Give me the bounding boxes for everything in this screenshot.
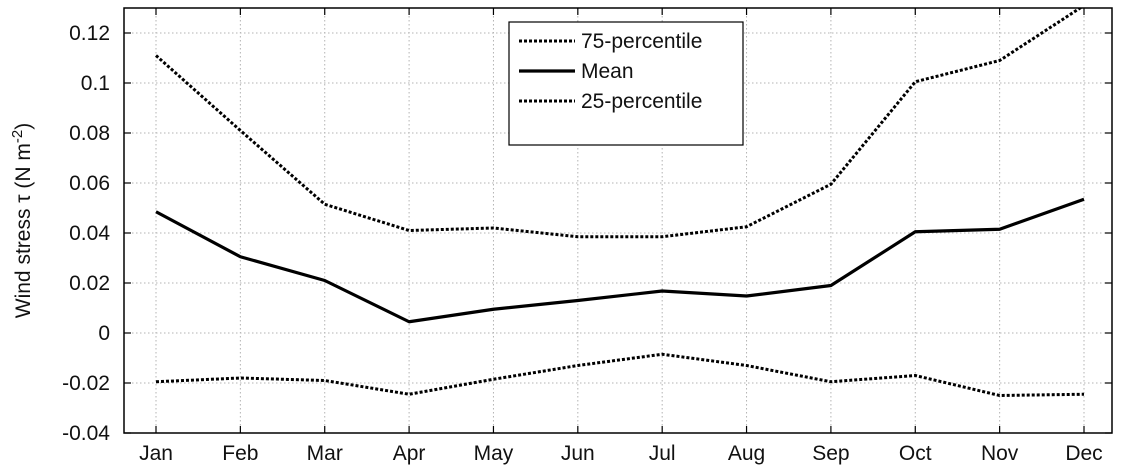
series-lines [155,8,1085,397]
x-tick-label: Apr [393,442,426,465]
legend-label-25-percentile: 25-percentile [581,90,702,113]
x-tick-label: Sep [812,442,849,465]
y-tick-label: 0.12 [69,22,110,45]
y-tick-label: -0.02 [62,372,110,395]
y-tick-label: -0.04 [62,422,110,445]
x-tick-label: Jan [139,442,173,465]
legend-label-75-percentile: 75-percentile [581,30,702,53]
series-line-25-percentile [155,352,1085,397]
y-tick-label: 0.08 [69,122,110,145]
x-tick-label: Jun [561,442,595,465]
legend-box [508,21,744,146]
x-tick-label: Oct [899,442,932,465]
x-tick-label: Aug [728,442,765,465]
series-line-mean [155,197,1085,324]
y-axis-label-main: Wind stress τ (N m [12,143,35,318]
axes: Jan Feb Mar Apr May Jun Jul Aug Sep Oct Nov Dec -0.0… [62,8,1112,465]
x-tick-label: Mar [307,442,343,465]
y-axis-label-close: ) [12,123,35,130]
x-tick-label: Dec [1065,442,1102,465]
series-line-75-percentile [155,8,1083,239]
x-tick-label: May [474,442,514,465]
plot-frame [123,7,1113,434]
x-tick-label: Nov [981,442,1019,465]
y-axis-label-superscript: -2 [9,130,26,143]
y-tick-label: 0.04 [69,222,110,245]
y-tick-label: 0 [98,322,110,345]
y-tick-label: 0.02 [69,272,110,295]
y-tick-label: 0.06 [69,172,110,195]
y-tick-label: 0.1 [81,72,110,95]
x-tick-label: Feb [222,442,258,465]
legend-label-mean: Mean [581,60,634,83]
x-tick-label: Jul [649,442,676,465]
legend: 75-percentile Mean 25-percentile [508,21,744,146]
y-axis-label: Wind stress τ (N m-2) [9,123,35,318]
